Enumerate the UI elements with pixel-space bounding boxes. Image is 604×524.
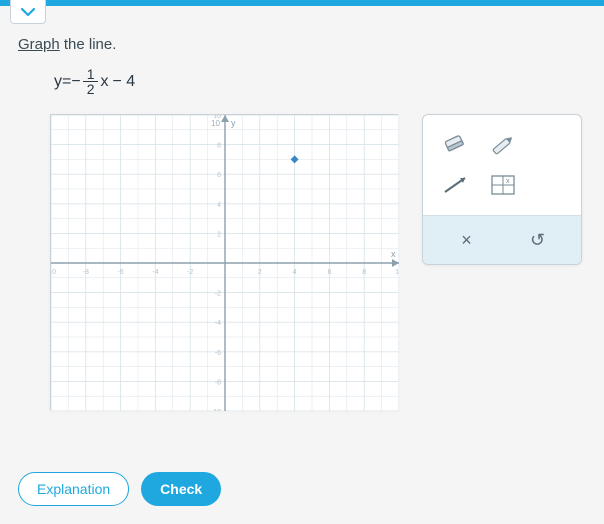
undo-icon: ↺ <box>530 230 545 251</box>
snap-grid-icon: x <box>490 174 516 196</box>
svg-text:-4: -4 <box>215 320 221 327</box>
footer-buttons: Explanation Check <box>18 472 221 506</box>
svg-text:2: 2 <box>217 231 221 238</box>
svg-text:-10: -10 <box>211 409 221 411</box>
eraser-tool[interactable] <box>431 125 479 165</box>
eq-lhs: y <box>54 73 62 91</box>
svg-text:-6: -6 <box>117 269 123 276</box>
line-tool[interactable] <box>431 165 479 205</box>
instruction-text: Graph the line. <box>18 36 586 53</box>
close-icon: × <box>461 230 472 251</box>
toolbox-actions: × ↺ <box>423 215 581 264</box>
svg-text:8: 8 <box>362 269 366 276</box>
graph-grid: -10-8-6-4-2246810-10-8-6-4-2246810xy10 <box>51 115 399 411</box>
eq-denominator: 2 <box>83 82 99 96</box>
question-content: Graph the line. y = − 1 2 x − 4 -10 -8 -6 -… <box>0 6 604 410</box>
clear-button[interactable]: × <box>443 226 491 254</box>
check-button[interactable]: Check <box>141 472 221 506</box>
svg-text:-8: -8 <box>83 269 89 276</box>
eq-neg: − <box>71 73 80 91</box>
svg-text:-4: -4 <box>152 269 158 276</box>
eq-numerator: 1 <box>83 67 99 82</box>
svg-text:10: 10 <box>395 269 399 276</box>
svg-text:-8: -8 <box>215 379 221 386</box>
svg-text:x: x <box>506 178 510 185</box>
chevron-down-icon <box>20 6 36 18</box>
eq-equals: = <box>62 73 71 91</box>
instruction-link[interactable]: Graph <box>18 36 60 53</box>
svg-text:4: 4 <box>217 202 221 209</box>
svg-text:8: 8 <box>217 143 221 150</box>
svg-text:-2: -2 <box>215 291 221 298</box>
eq-fraction: 1 2 <box>83 67 99 96</box>
expand-toggle[interactable] <box>10 0 46 24</box>
svg-text:6: 6 <box>217 172 221 179</box>
svg-text:-10: -10 <box>51 269 56 276</box>
svg-text:y: y <box>231 118 236 128</box>
eq-tail: − 4 <box>112 73 135 91</box>
svg-text:x: x <box>391 249 396 259</box>
toolbox-tools: x <box>423 115 581 215</box>
svg-text:2: 2 <box>258 269 262 276</box>
svg-text:-6: -6 <box>215 350 221 357</box>
snap-tool[interactable]: x <box>479 165 527 205</box>
pencil-icon <box>489 134 517 156</box>
instruction-rest: the line. <box>60 36 117 53</box>
svg-text:-2: -2 <box>187 269 193 276</box>
svg-text:4: 4 <box>293 269 297 276</box>
eq-var: x <box>100 73 108 91</box>
graph-canvas[interactable]: -10-8-6-4-2246810-10-8-6-4-2246810xy10 <box>50 114 398 410</box>
svg-text:10: 10 <box>211 119 220 128</box>
pencil-tool[interactable] <box>479 125 527 165</box>
line-icon <box>441 174 469 196</box>
toolbox-panel: x × ↺ <box>422 114 582 265</box>
eraser-icon <box>441 134 469 156</box>
explanation-button[interactable]: Explanation <box>18 472 129 506</box>
svg-text:6: 6 <box>327 269 331 276</box>
undo-button[interactable]: ↺ <box>514 226 562 254</box>
equation: y = − 1 2 x − 4 <box>54 67 586 96</box>
